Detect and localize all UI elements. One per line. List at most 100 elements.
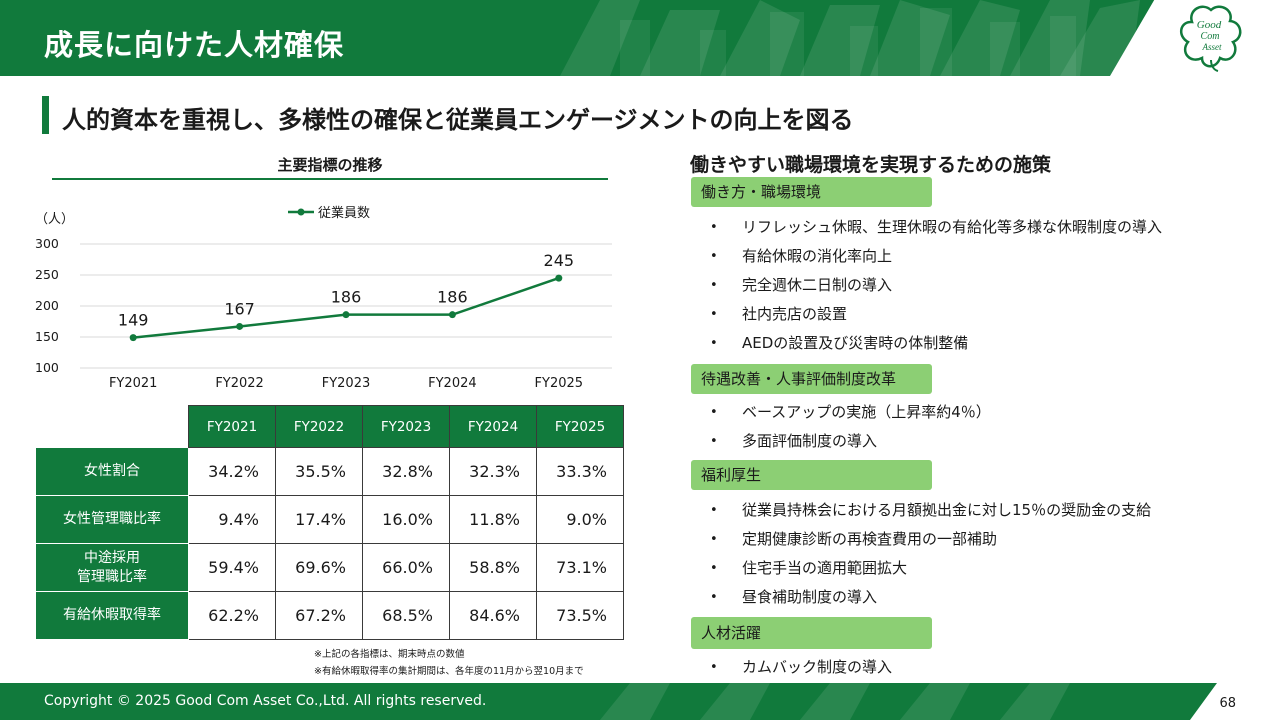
list-item: リフレッシュ休暇、生理休暇の有給化等多様な休暇制度の導入	[691, 213, 1162, 242]
data-point	[342, 311, 350, 319]
y-tick-label: 250	[35, 267, 59, 282]
legend-marker	[297, 208, 305, 216]
section-heading: 福利厚生	[691, 460, 932, 490]
table-header-row: FY2021 FY2022 FY2023 FY2024 FY2025	[36, 405, 624, 448]
section-work-environment: 働き方・職場環境 リフレッシュ休暇、生理休暇の有給化等多様な休暇制度の導入 有給…	[691, 177, 1162, 358]
table-cell: 34.2%	[188, 447, 276, 496]
table-cell: 17.4%	[275, 495, 363, 544]
y-axis-unit: （人）	[35, 212, 74, 227]
table-cell: 11.8%	[449, 495, 537, 544]
x-tick-label: FY2023	[322, 376, 371, 391]
y-tick-label: 200	[35, 298, 59, 313]
year-header: FY2024	[449, 405, 537, 448]
table-cell: 33.3%	[536, 447, 624, 496]
x-tick-label: FY2021	[109, 376, 158, 391]
logo-word-asset: Asset	[1202, 42, 1222, 52]
table-cell: 58.8%	[449, 543, 537, 592]
employee-count-line-chart: （人） 300 250 200 150 100 FY2021 FY2022 FY2023 FY20…	[35, 205, 612, 391]
x-tick-label: FY2025	[535, 376, 584, 391]
footer-cube-pattern	[600, 683, 1070, 720]
row-label-paid-leave-rate: 有給休暇取得率	[35, 591, 189, 640]
footer-bar: Copyright © 2025 Good Com Asset Co.,Ltd.…	[0, 683, 1280, 720]
table-row: 中途採用 管理職比率 59.4% 69.6% 66.0% 58.8% 73.1%	[35, 543, 624, 592]
chart-title: 主要指標の推移	[277, 156, 383, 174]
row-label-line: 管理職比率	[77, 568, 147, 585]
table-row: 女性管理職比率 9.4% 17.4% 16.0% 11.8% 9.0%	[35, 495, 624, 544]
table-cell: 9.4%	[188, 495, 276, 544]
table-row: 女性割合 34.2% 35.5% 32.8% 32.3% 33.3%	[35, 447, 624, 496]
table-cell: 69.6%	[275, 543, 363, 592]
chart-title-rule	[52, 178, 608, 180]
header-cube-pattern	[560, 0, 1140, 76]
metrics-table: FY2021 FY2022 FY2023 FY2024 FY2025 女性割合 …	[35, 405, 624, 640]
good-com-asset-logo: Good Com Asset	[1180, 5, 1242, 72]
table-cell: 68.5%	[362, 591, 450, 640]
slide-subtitle: 人的資本を重視し、多様性の確保と従業員エンゲージメントの向上を図る	[62, 106, 854, 134]
table-cell: 66.0%	[362, 543, 450, 592]
page-title: 成長に向けた人材確保	[44, 28, 345, 62]
table-cell: 62.2%	[188, 591, 276, 640]
data-point	[555, 274, 563, 282]
x-tick-label: FY2022	[215, 376, 264, 391]
section-list: カムバック制度の導入	[691, 653, 932, 682]
section-heading: 人材活躍	[691, 617, 932, 649]
table-cell: 35.5%	[275, 447, 363, 496]
y-tick-label: 100	[35, 360, 59, 375]
section-list: ベースアップの実施（上昇率約4％） 多面評価制度の導入	[691, 398, 991, 456]
logo-word-com: Com	[1201, 31, 1220, 42]
data-label: 245	[544, 251, 575, 270]
table-cell: 16.0%	[362, 495, 450, 544]
table-cell: 59.4%	[188, 543, 276, 592]
data-label: 186	[331, 288, 362, 307]
data-label: 167	[224, 299, 255, 318]
row-label-female-manager-ratio: 女性管理職比率	[35, 495, 189, 544]
section-talent-utilization: 人材活躍 カムバック制度の導入	[691, 617, 932, 682]
x-tick-label: FY2024	[428, 376, 477, 391]
footnotes: ※上記の各指標は、期末時点の数値 ※有給休暇取得率の集計期間は、各年度の11月か…	[314, 646, 584, 680]
section-heading: 待遇改善・人事評価制度改革	[691, 364, 932, 394]
list-item: カムバック制度の導入	[691, 653, 932, 682]
list-item: 多面評価制度の導入	[691, 427, 991, 456]
legend-label: 従業員数	[318, 205, 370, 221]
list-item: 昼食補助制度の導入	[691, 583, 1151, 612]
footnote: ※上記の各指標は、期末時点の数値	[314, 649, 465, 660]
table-cell: 73.5%	[536, 591, 624, 640]
data-label: 149	[118, 311, 149, 330]
data-label: 186	[437, 288, 468, 307]
row-label-line: 中途採用	[84, 549, 140, 566]
table-cell: 67.2%	[275, 591, 363, 640]
row-label-female-ratio: 女性割合	[35, 447, 189, 496]
table-cell: 32.3%	[449, 447, 537, 496]
table-cell: 9.0%	[536, 495, 624, 544]
table-cell: 73.1%	[536, 543, 624, 592]
header-bar: 成長に向けた人材確保 Good Com Asset	[0, 0, 1280, 76]
year-header: FY2023	[362, 405, 450, 448]
year-header: FY2021	[188, 405, 276, 448]
section-list: 従業員持株会における月額拠出金に対し15％の奨励金の支給 定期健康診断の再検査費…	[691, 496, 1151, 612]
data-point	[129, 334, 137, 342]
list-item: AEDの設置及び災害時の体制整備	[691, 329, 1162, 358]
logo-word-good: Good	[1197, 19, 1222, 31]
section-compensation-evaluation: 待遇改善・人事評価制度改革 ベースアップの実施（上昇率約4％） 多面評価制度の導…	[691, 364, 991, 456]
list-item: 完全週休二日制の導入	[691, 271, 1162, 300]
y-tick-label: 300	[35, 236, 59, 251]
subtitle-accent-bar	[42, 96, 49, 134]
year-header: FY2022	[275, 405, 363, 448]
y-tick-label: 150	[35, 329, 59, 344]
list-item: 住宅手当の適用範囲拡大	[691, 554, 1151, 583]
measures-title: 働きやすい職場環境を実現するための施策	[690, 154, 1052, 176]
list-item: 従業員持株会における月額拠出金に対し15％の奨励金の支給	[691, 496, 1151, 525]
table-corner-cell	[36, 406, 189, 448]
section-list: リフレッシュ休暇、生理休暇の有給化等多様な休暇制度の導入 有給休暇の消化率向上 …	[691, 213, 1162, 358]
list-item: ベースアップの実施（上昇率約4％）	[691, 398, 991, 427]
year-header: FY2025	[536, 405, 624, 448]
list-item: 有給休暇の消化率向上	[691, 242, 1162, 271]
page-number: 68	[1219, 696, 1236, 711]
copyright-text: Copyright © 2025 Good Com Asset Co.,Ltd.…	[44, 693, 487, 709]
list-item: 社内売店の設置	[691, 300, 1162, 329]
row-label-midcareer-manager-ratio: 中途採用 管理職比率	[35, 543, 189, 592]
footnote: ※有給休暇取得率の集計期間は、各年度の11月から翌10月まで	[314, 666, 584, 677]
table-cell: 84.6%	[449, 591, 537, 640]
data-point	[448, 311, 456, 319]
section-welfare: 福利厚生 従業員持株会における月額拠出金に対し15％の奨励金の支給 定期健康診断…	[691, 460, 1151, 612]
